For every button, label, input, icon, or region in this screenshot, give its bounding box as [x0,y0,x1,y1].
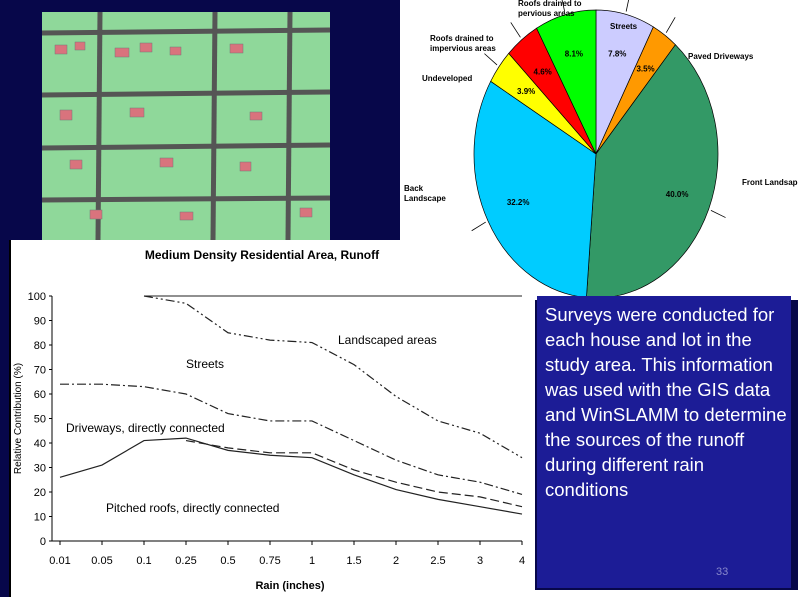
pie-category-label: Back Landscape [404,184,454,204]
y-tick-label: 70 [34,365,46,377]
pie-value-label: 40.0% [666,190,689,199]
region-label: Pitched roofs, directly connected [106,501,279,515]
y-tick-label: 50 [34,414,46,426]
x-tick-label: 0.05 [91,555,112,567]
panel-strip [535,590,798,597]
pie-value-label: 8.1% [565,50,583,59]
text-box: Surveys were conducted for each house an… [537,296,791,588]
x-tick-label: 0.25 [175,555,196,567]
pie-value-label: 3.9% [517,87,535,96]
pie-category-label: Roofs drained to impervious areas [430,34,505,54]
pie-value-label: 4.6% [534,68,552,77]
pie-value-label: 32.2% [507,198,530,207]
slide: 7.8% 3.5% 40.0% 32.2% 3.9% 4.6% 8.1% Medium Den… [0,0,798,597]
y-tick-label: 40 [34,438,46,450]
y-tick-label: 20 [34,487,46,499]
region-label: Streets [186,357,224,371]
x-tick-label: 1 [309,555,315,567]
x-tick-label: 3 [477,555,483,567]
x-tick-label: 2 [393,555,399,567]
y-axis-label: Relative Contribution (%) [13,363,24,474]
line-panel [10,240,535,597]
pie-category-label: Roofs drained to pervious areas [518,0,598,19]
pie-category-label: Paved Driveways [688,52,768,62]
x-axis-label: Rain (inches) [255,580,324,592]
y-tick-label: 100 [28,291,46,303]
chart-title: Medium Density Residential Area, Runoff [145,248,380,262]
x-tick-label: 0.1 [136,555,151,567]
x-tick-label: 0.5 [220,555,235,567]
pie-value-label: 3.5% [636,64,654,73]
y-tick-label: 30 [34,463,46,475]
y-tick-label: 60 [34,389,46,401]
pie-value-label: 7.8% [608,49,626,58]
x-tick-label: 0.01 [49,555,70,567]
pie-category-label: Streets [610,22,670,32]
x-tick-label: 2.5 [430,555,445,567]
pie-category-label: Front Landsap [742,178,798,188]
x-tick-label: 0.75 [259,555,280,567]
x-tick-label: 1.5 [346,555,361,567]
region-label: Driveways, directly connected [66,421,225,435]
y-tick-label: 90 [34,316,46,328]
y-tick-label: 80 [34,340,46,352]
x-tick-label: 4 [519,555,525,567]
y-tick-label: 10 [34,512,46,524]
page-number: 33 [716,566,728,578]
y-tick-label: 0 [40,536,46,548]
map-image [42,12,330,240]
pie-category-label: Undeveloped [422,74,492,84]
region-label: Landscaped areas [338,333,437,347]
